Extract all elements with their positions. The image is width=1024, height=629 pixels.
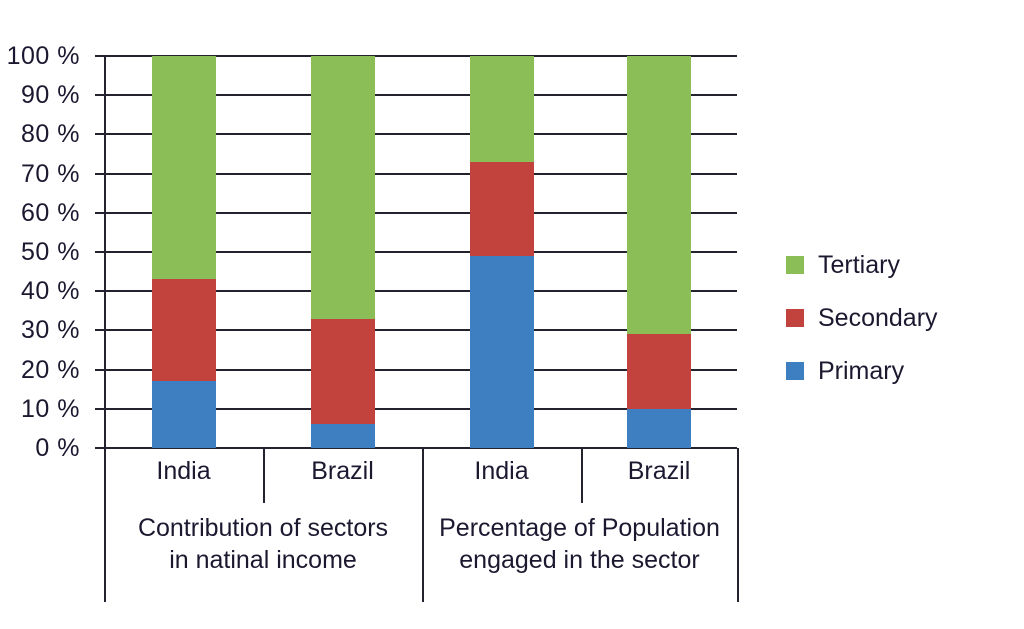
- stacked-bar-group1-brazil: [311, 56, 375, 448]
- bar-segment-secondary: [152, 279, 216, 382]
- legend-item-secondary: Secondary: [786, 301, 938, 335]
- legend-swatch-secondary-icon: [786, 309, 804, 327]
- y-axis-tick-label: 50 %: [21, 238, 80, 266]
- bar-segment-primary: [152, 381, 216, 448]
- legend: Tertiary Secondary Primary: [786, 248, 938, 407]
- y-axis-tick-label: 90 %: [21, 81, 80, 110]
- gridline: [104, 172, 737, 175]
- y-axis-tick: [95, 407, 104, 410]
- y-axis-tick-label: 30 %: [21, 316, 80, 345]
- legend-item-primary: Primary: [786, 354, 938, 388]
- legend-label: Primary: [818, 356, 905, 385]
- bar-segment-tertiary: [152, 56, 216, 280]
- gridline: [104, 251, 737, 253]
- group-label-line: engaged in the sector: [459, 546, 700, 574]
- gridline: [104, 94, 737, 97]
- category-divider: [263, 448, 265, 503]
- group-label-line: Contribution of sectors: [137, 514, 389, 542]
- bar-segment-primary: [311, 424, 375, 448]
- y-axis-tick-label: 80 %: [21, 120, 80, 149]
- y-axis-line: [104, 56, 106, 602]
- legend-swatch-tertiary-icon: [786, 256, 804, 274]
- gridline: [104, 407, 737, 410]
- y-axis-tick-label: 60 %: [21, 198, 80, 227]
- legend-label: Secondary: [818, 303, 938, 332]
- stacked-bar-group1-india: [152, 56, 216, 448]
- stacked-bar-group2-brazil: [627, 56, 691, 448]
- legend-swatch-primary-icon: [786, 362, 804, 380]
- y-axis-tick-label: 0 %: [35, 434, 80, 462]
- y-axis-tick: [95, 329, 104, 332]
- table-right-border: [737, 448, 739, 602]
- y-axis-tick: [95, 133, 104, 136]
- stacked-bar-group2-india: [470, 56, 534, 448]
- bar-segment-tertiary: [627, 56, 691, 335]
- bar-segment-secondary: [627, 334, 691, 409]
- y-axis-tick-label: 100 %: [6, 42, 80, 70]
- bar-segment-secondary: [311, 318, 375, 425]
- y-axis-tick: [95, 290, 104, 293]
- legend-label: Tertiary: [818, 250, 900, 279]
- bar-segment-primary: [627, 408, 691, 448]
- gridline: [104, 290, 737, 293]
- y-axis-tick: [95, 368, 104, 371]
- category-label: Brazil: [627, 457, 691, 485]
- y-axis-tick: [95, 211, 104, 214]
- group-label: Percentage of Population engaged in the s…: [422, 512, 738, 576]
- gridline: [104, 368, 737, 371]
- y-axis-tick: [95, 94, 104, 97]
- y-axis-tick-label: 40 %: [21, 277, 80, 306]
- group-label-line: Percentage of Population: [439, 514, 720, 542]
- bar-segment-tertiary: [311, 56, 375, 319]
- gridline: [104, 447, 737, 449]
- category-label: India: [156, 457, 211, 485]
- plot-area: [104, 55, 737, 449]
- gridline: [104, 55, 737, 57]
- y-axis-tick: [95, 172, 104, 175]
- gridline: [104, 133, 737, 136]
- bar-segment-tertiary: [470, 56, 534, 162]
- group-divider: [422, 448, 424, 602]
- group-label-line: in natinal income: [169, 546, 357, 574]
- y-axis-tick-label: 20 %: [21, 355, 80, 384]
- legend-item-tertiary: Tertiary: [786, 248, 938, 282]
- category-divider: [581, 448, 583, 503]
- gridline: [104, 329, 737, 332]
- category-label: Brazil: [311, 457, 374, 485]
- group-label: Contribution of sectors in natinal income: [105, 512, 421, 576]
- gridline: [104, 211, 737, 214]
- bar-segment-primary: [470, 255, 534, 448]
- y-axis-tick-label: 10 %: [21, 394, 80, 423]
- y-axis-tick-label: 70 %: [21, 159, 80, 188]
- category-label: India: [474, 457, 529, 485]
- y-axis-tick: [95, 251, 104, 253]
- y-axis-tick: [95, 55, 104, 57]
- bar-segment-secondary: [470, 161, 534, 256]
- y-axis-tick: [95, 447, 104, 449]
